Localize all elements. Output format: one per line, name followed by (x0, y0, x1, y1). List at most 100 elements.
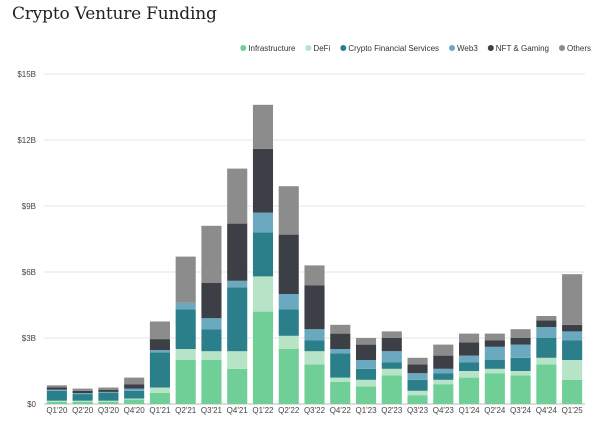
bar-segment (536, 320, 557, 327)
bar-segment (536, 316, 557, 321)
bar-segment (149, 393, 170, 404)
bar-segment (562, 360, 583, 380)
bar-stack (433, 344, 454, 404)
bar-segment (536, 327, 557, 338)
bar-segment (175, 256, 196, 303)
bar-segment (98, 387, 119, 390)
bar-segment (459, 342, 480, 356)
y-tick-label: $9B (22, 202, 36, 211)
bar-segment (201, 360, 222, 404)
bar-segment (304, 329, 325, 341)
bar-segment (252, 212, 274, 233)
bar-segment (330, 349, 351, 354)
x-tick-label: Q2'24 (484, 406, 506, 415)
bar-segment (381, 368, 402, 376)
bar-segment (149, 321, 170, 340)
bar-segment (355, 344, 377, 360)
bar-segment (381, 331, 402, 338)
bar-segment (278, 335, 299, 349)
bar-segment (227, 368, 248, 404)
bar-segment (227, 351, 248, 369)
bar-segment (510, 375, 531, 404)
bar-segment (72, 394, 93, 401)
bar-segment (201, 225, 222, 283)
bar-segment (459, 355, 480, 363)
x-tick-label: Q1'20 (46, 406, 68, 415)
legend: Infrastructure DeFi Crypto Financial Servi… (240, 44, 591, 53)
x-tick-label: Q1'22 (252, 406, 274, 415)
bar-segment (46, 389, 67, 391)
bar-stack (536, 316, 557, 404)
bar-segment (46, 390, 67, 401)
bar-segment (407, 357, 428, 365)
bar-segment (407, 379, 428, 391)
bar-stack (175, 256, 196, 404)
bar-segment (304, 265, 325, 286)
bar-segment (330, 377, 351, 382)
bar-segment (98, 400, 119, 402)
bar-segment (201, 351, 222, 360)
bar-segment (407, 390, 428, 396)
bar-segment (149, 387, 170, 393)
bar-segment (562, 274, 583, 325)
bar-segment (72, 400, 93, 402)
bar-stack (278, 186, 299, 404)
legend-label: Web3 (457, 44, 478, 53)
x-tick-label: Q4'21 (227, 406, 249, 415)
bar-segment (149, 339, 170, 351)
bar-segment (46, 400, 67, 402)
y-tick-label: $0 (27, 400, 36, 409)
bar-segment (124, 384, 145, 389)
x-tick-label: Q4'24 (536, 406, 558, 415)
y-tick-label: $15B (17, 70, 36, 79)
bar-segment (98, 393, 119, 401)
y-tick-label: $12B (17, 136, 36, 145)
bar-segment (201, 283, 222, 319)
bar-segment (252, 311, 274, 404)
legend-item: Infrastructure (240, 44, 296, 53)
bar-segment (304, 340, 325, 352)
bar-segment (433, 373, 454, 380)
legend-swatch (558, 45, 565, 51)
bar-stack (227, 168, 248, 404)
x-tick-label: Q1'25 (562, 406, 584, 415)
legend-label: Others (567, 44, 591, 53)
bar-segment (278, 349, 299, 404)
bar-segment (98, 401, 119, 404)
x-tick-label: Q1'23 (355, 406, 377, 415)
bar-segment (304, 364, 325, 404)
bar-segment (355, 338, 377, 345)
x-tick-label: Q1'24 (459, 406, 481, 415)
bar-stack (98, 387, 119, 404)
bar-segment (433, 355, 454, 369)
bar-segment (459, 377, 480, 404)
legend-item: NFT & Gaming (487, 44, 549, 53)
bar-stack (459, 333, 480, 404)
bar-segment (510, 329, 531, 338)
bar-segment (484, 368, 505, 374)
bar-stack (407, 357, 428, 404)
bar-segment (124, 399, 145, 404)
legend-label: DeFi (313, 44, 330, 53)
bar-stack (381, 331, 402, 404)
bar-segment (278, 186, 299, 235)
bar-segment (459, 371, 480, 378)
bar-segment (98, 391, 119, 393)
bar-stack (330, 324, 351, 404)
legend-item: DeFi (305, 44, 331, 53)
x-tick-label: Q3'23 (407, 406, 429, 415)
bar-segment (484, 340, 505, 347)
bar-stack (149, 321, 170, 404)
bar-segment (124, 388, 145, 391)
bar-segment (433, 368, 454, 374)
bar-segment (510, 357, 531, 371)
bar-segment (72, 390, 93, 393)
bar-segment (330, 324, 351, 334)
bar-segment (304, 285, 325, 330)
bar-segment (227, 280, 248, 288)
bar-segment (252, 104, 274, 149)
y-tick-label: $6B (22, 268, 36, 277)
bar-segment (201, 329, 222, 352)
bar-segment (407, 364, 428, 374)
